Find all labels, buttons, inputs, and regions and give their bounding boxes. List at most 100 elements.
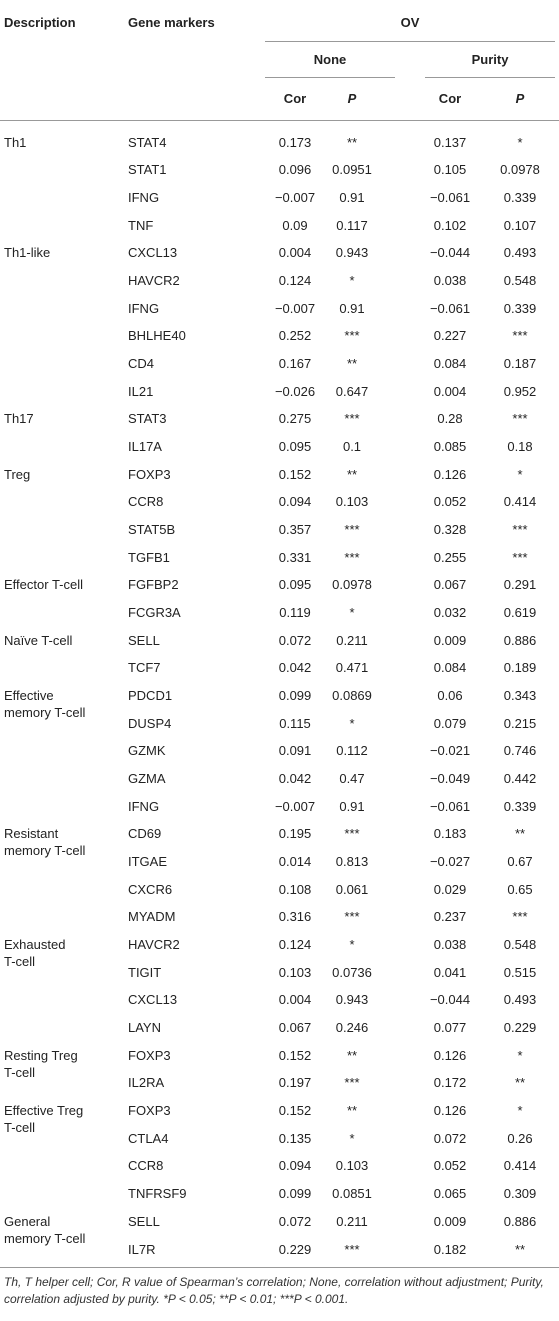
cor-value: 0.014 — [278, 854, 312, 870]
p-value: 0.943 — [335, 245, 369, 261]
header-column: Cor — [283, 91, 307, 106]
cor-value: 0.042 — [278, 771, 312, 787]
p-value: 0.189 — [503, 660, 537, 676]
gene-marker: PDCD1 — [128, 688, 173, 703]
cor-value: 0.065 — [433, 1186, 467, 1202]
description: Effective memory T-cell — [4, 688, 86, 720]
p-value: 0.1 — [342, 438, 362, 454]
gene-marker: FOXP3 — [128, 1047, 171, 1063]
description: Effective Treg T-cell — [4, 1103, 84, 1136]
cor-value: 0.052 — [433, 1158, 467, 1174]
cor-value: 0.004 — [433, 383, 467, 399]
cor-value: 0.316 — [278, 909, 312, 925]
cor-value: 0.227 — [433, 328, 467, 344]
cor-value: 0.126 — [433, 1047, 467, 1063]
p-value: 0.061 — [335, 881, 369, 897]
p-value: ** — [514, 826, 526, 842]
cor-value: 0.072 — [278, 1213, 312, 1229]
header-column: Cor — [438, 91, 462, 106]
cor-value: 0.067 — [278, 1020, 312, 1036]
header-gene: Gene markers — [128, 15, 215, 30]
cor-value: 0.135 — [278, 1130, 312, 1146]
p-value: 0.647 — [335, 383, 369, 399]
p-value: 0.414 — [503, 1158, 537, 1174]
cor-value: 0.328 — [433, 521, 467, 537]
rule — [425, 77, 555, 78]
description: Th1-like — [4, 245, 51, 261]
p-value: *** — [344, 521, 360, 537]
cor-value: 0.331 — [278, 549, 312, 565]
cor-value: −0.007 — [274, 189, 316, 205]
p-value: 0.67 — [507, 854, 533, 870]
cor-value: −0.061 — [429, 300, 471, 316]
gene-marker: IL2RA — [128, 1075, 165, 1091]
gene-marker: CTLA4 — [128, 1130, 169, 1146]
gene-marker: CD69 — [128, 826, 162, 842]
p-value: ** — [346, 134, 358, 150]
rule — [265, 77, 395, 78]
cor-value: 0.095 — [278, 577, 312, 593]
cor-value: 0.237 — [433, 909, 467, 925]
p-value: *** — [344, 909, 360, 925]
p-value: 0.291 — [503, 577, 537, 593]
p-value: * — [517, 1047, 523, 1063]
p-value: 0.0978 — [332, 577, 372, 593]
cor-value: −0.007 — [274, 300, 316, 316]
cor-value: 0.009 — [433, 1213, 467, 1229]
p-value: *** — [344, 549, 360, 565]
p-value: *** — [344, 826, 360, 842]
description: Resting Treg T-cell — [4, 1047, 78, 1080]
cor-value: 0.137 — [433, 134, 467, 150]
description: Treg — [4, 466, 31, 482]
cor-value: 0.103 — [278, 964, 312, 980]
cor-value: 0.038 — [433, 937, 467, 953]
cor-value: −0.044 — [429, 992, 471, 1008]
cor-value: −0.044 — [429, 245, 471, 261]
gene-marker: IFNG — [128, 798, 160, 814]
description: Th1 — [4, 134, 27, 150]
gene-marker: LAYN — [128, 1020, 161, 1036]
gene-marker: FOXP3 — [128, 1103, 171, 1119]
p-value: 0.813 — [335, 854, 369, 870]
cor-value: −0.049 — [429, 771, 471, 787]
rule — [265, 41, 555, 42]
p-value: * — [349, 1130, 355, 1146]
p-value: 0.493 — [503, 992, 537, 1008]
p-value: *** — [344, 1075, 360, 1091]
p-value: 0.886 — [503, 632, 537, 648]
cor-value: 0.091 — [278, 743, 312, 759]
description: General memory T-cell — [4, 1213, 86, 1246]
rule — [0, 120, 559, 121]
p-value: 0.103 — [335, 494, 369, 510]
cor-value: −0.027 — [429, 854, 471, 870]
gene-marker: CXCL13 — [128, 992, 178, 1008]
p-value: ** — [346, 355, 358, 371]
cor-value: 0.229 — [278, 1241, 312, 1257]
gene-marker: TNF — [128, 217, 154, 233]
cor-value: 0.195 — [278, 826, 312, 842]
p-value: 0.107 — [503, 217, 537, 233]
gene-marker: FCGR3A — [128, 604, 181, 620]
cor-value: 0.052 — [433, 494, 467, 510]
description: Resistant memory T-cell — [4, 826, 86, 859]
p-value: 0.886 — [503, 1213, 537, 1229]
p-value: 0.211 — [336, 632, 368, 648]
cor-value: 0.032 — [433, 604, 467, 620]
cor-value: 0.009 — [433, 632, 467, 648]
cor-value: 0.099 — [278, 1186, 312, 1202]
p-value: 0.0951 — [332, 162, 372, 178]
p-value: *** — [512, 411, 528, 427]
p-value: 0.746 — [503, 743, 537, 759]
p-value: 0.493 — [503, 245, 537, 261]
cor-value: 0.182 — [433, 1241, 467, 1257]
p-value: 0.943 — [335, 992, 369, 1008]
cor-value: 0.004 — [278, 245, 312, 261]
p-value: 0.548 — [503, 937, 537, 953]
cor-value: 0.096 — [278, 162, 312, 178]
description: Effector T-cell — [4, 577, 83, 593]
header-cohort: OV — [400, 15, 420, 30]
cor-value: 0.085 — [433, 438, 467, 454]
p-value: 0.471 — [335, 660, 369, 676]
cor-value: 0.252 — [278, 328, 312, 344]
